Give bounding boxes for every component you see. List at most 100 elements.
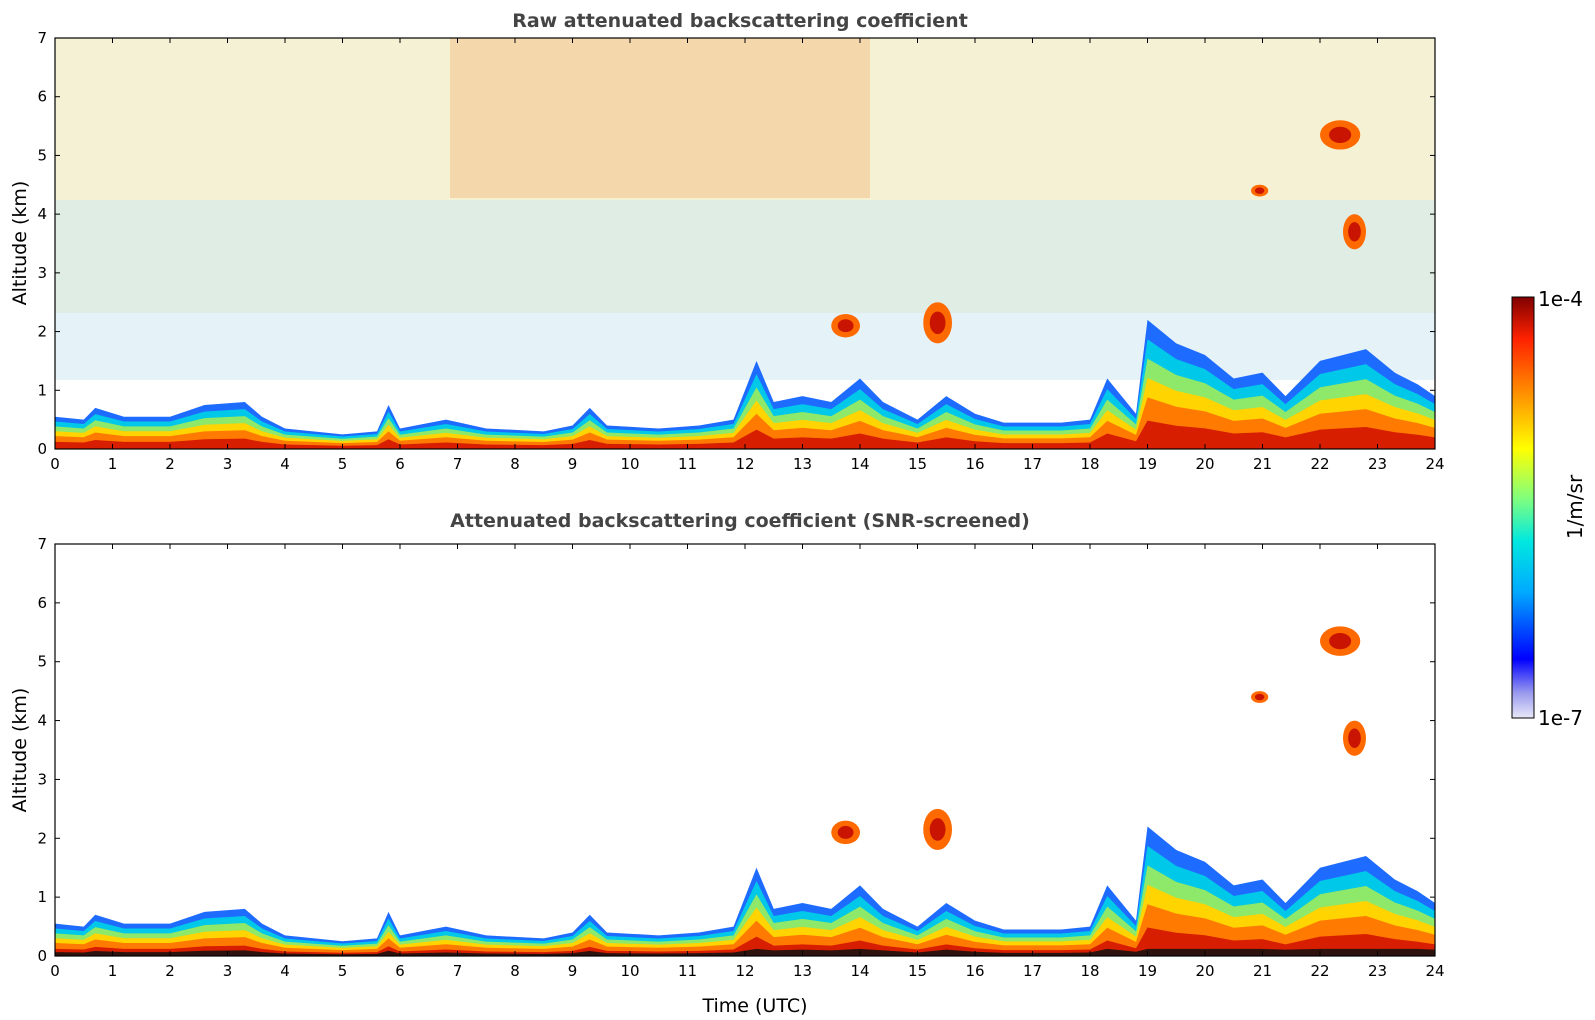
panel-screened-x-tick-label: 4 bbox=[280, 962, 290, 980]
panel-screened-cloud-core bbox=[1254, 693, 1265, 701]
panel-screened-x-tick-label: 3 bbox=[223, 962, 233, 980]
panel-screened-x-tick-label: 14 bbox=[850, 962, 869, 980]
panel-raw-plot: 0 1 2 3 4 5 6 7 8 9 10 11 12 13 14 15 16 17 18 19 20 21 22 23 24… bbox=[9, 29, 1445, 473]
panel-raw-y-tick-label: 5 bbox=[37, 146, 47, 164]
panel-screened-x-axis-label: Time (UTC) bbox=[701, 995, 807, 1017]
panel-raw-cloud-core bbox=[1348, 222, 1361, 242]
panel-raw-noise-field-warm bbox=[450, 38, 870, 198]
colorbar-gradient bbox=[1511, 296, 1535, 719]
panel-raw-title: Raw attenuated backscattering coefficien… bbox=[512, 10, 968, 32]
panel-raw-cloud-core bbox=[929, 311, 946, 335]
panel-raw-y-ticks: 0 1 2 3 4 5 6 7 bbox=[37, 29, 1435, 458]
panel-screened-x-tick-label: 2 bbox=[165, 962, 175, 980]
panel-raw-x-tick-label: 2 bbox=[165, 455, 175, 473]
panel-screened-x-tick-label: 12 bbox=[735, 962, 754, 980]
panel-screened-y-ticks: 0 1 2 3 4 5 6 7 bbox=[37, 535, 1435, 965]
panel-screened-x-tick-label: 6 bbox=[395, 962, 405, 980]
panel-raw-y-tick-label: 0 bbox=[37, 440, 47, 458]
panel-raw-x-tick-label: 16 bbox=[965, 455, 984, 473]
panel-screened-x-tick-label: 22 bbox=[1310, 962, 1329, 980]
panel-screened-x-tick-label: 18 bbox=[1080, 962, 1099, 980]
panel-raw: Raw attenuated backscattering coefficien… bbox=[9, 10, 1445, 473]
panel-screened-x-tick-label: 20 bbox=[1195, 962, 1214, 980]
panel-raw-x-tick-label: 24 bbox=[1425, 455, 1444, 473]
panel-raw-x-tick-label: 20 bbox=[1195, 455, 1214, 473]
panel-raw-y-tick-label: 4 bbox=[37, 205, 47, 223]
panel-screened-x-tick-label: 17 bbox=[1023, 962, 1042, 980]
panel-screened-y-tick-label: 3 bbox=[37, 770, 47, 788]
panel-screened-x-tick-label: 8 bbox=[510, 962, 520, 980]
panel-raw-cloud-core bbox=[837, 319, 854, 333]
panel-raw-x-tick-label: 15 bbox=[908, 455, 927, 473]
panel-screened-x-tick-label: 19 bbox=[1138, 962, 1157, 980]
panel-raw-y-axis-label: Altitude (km) bbox=[9, 181, 31, 306]
panel-screened-x-tick-label: 5 bbox=[338, 962, 348, 980]
panel-screened-y-tick-label: 0 bbox=[37, 947, 47, 965]
panel-raw-x-tick-label: 7 bbox=[453, 455, 463, 473]
panel-raw-cloud-features bbox=[831, 120, 1366, 344]
panel-screened-x-tick-label: 10 bbox=[620, 962, 639, 980]
panel-raw-x-tick-label: 5 bbox=[338, 455, 348, 473]
panel-screened-x-ticks: 0 1 2 3 4 5 6 7 8 9 10 11 12 13 14 15 16 17 18 19 20 21 22 23 24 bbox=[50, 544, 1445, 980]
panel-raw-x-tick-label: 14 bbox=[850, 455, 869, 473]
panel-screened-x-tick-label: 24 bbox=[1425, 962, 1444, 980]
panel-screened-x-tick-label: 11 bbox=[678, 962, 697, 980]
panel-screened-y-tick-label: 6 bbox=[37, 594, 47, 612]
panel-screened-y-tick-label: 2 bbox=[37, 829, 47, 847]
panel-screened-y-tick-label: 4 bbox=[37, 712, 47, 730]
panel-raw-x-tick-label: 18 bbox=[1080, 455, 1099, 473]
panel-raw-y-tick-label: 1 bbox=[37, 381, 47, 399]
panel-raw-x-tick-label: 19 bbox=[1138, 455, 1157, 473]
panel-raw-boundary-layer bbox=[55, 319, 1435, 449]
panel-screened-x-tick-label: 0 bbox=[50, 962, 60, 980]
colorbar-max-label: 1e-4 bbox=[1538, 287, 1583, 311]
panel-raw-x-tick-label: 0 bbox=[50, 455, 60, 473]
panel-screened-cloud-features bbox=[831, 626, 1366, 851]
panel-raw-x-tick-label: 4 bbox=[280, 455, 290, 473]
panel-screened-y-axis-label: Altitude (km) bbox=[9, 688, 31, 813]
panel-raw-y-tick-label: 6 bbox=[37, 88, 47, 106]
panel-raw-x-tick-label: 3 bbox=[223, 455, 233, 473]
panel-screened-cloud-core bbox=[837, 825, 854, 839]
panel-screened-y-tick-label: 1 bbox=[37, 888, 47, 906]
panel-raw-x-tick-label: 23 bbox=[1368, 455, 1387, 473]
panel-screened-y-tick-label: 5 bbox=[37, 653, 47, 671]
colorbar: 1e-4 1e-7 1/m/sr bbox=[1511, 287, 1587, 730]
panel-screened-x-tick-label: 23 bbox=[1368, 962, 1387, 980]
panel-raw-x-tick-label: 22 bbox=[1310, 455, 1329, 473]
panel-raw-y-tick-label: 7 bbox=[37, 29, 47, 47]
panel-screened-x-tick-label: 7 bbox=[453, 962, 463, 980]
panel-raw-x-ticks: 0 1 2 3 4 5 6 7 8 9 10 11 12 13 14 15 16 17 18 19 20 21 22 23 24 bbox=[50, 38, 1445, 473]
panel-raw-x-tick-label: 6 bbox=[395, 455, 405, 473]
panel-screened-x-tick-label: 15 bbox=[908, 962, 927, 980]
panel-raw-x-tick-label: 8 bbox=[510, 455, 520, 473]
panel-screened-cloud-core bbox=[1329, 633, 1352, 650]
panel-screened-x-tick-label: 1 bbox=[108, 962, 118, 980]
panel-raw-x-tick-label: 10 bbox=[620, 455, 639, 473]
panel-raw-bl-band bbox=[55, 420, 1435, 449]
panel-raw-noise-field-cool bbox=[55, 200, 1435, 380]
panel-raw-x-tick-label: 12 bbox=[735, 455, 754, 473]
panel-raw-y-tick-label: 3 bbox=[37, 264, 47, 282]
panel-raw-x-tick-label: 21 bbox=[1253, 455, 1272, 473]
panel-screened-title: Attenuated backscattering coefficient (S… bbox=[450, 510, 1030, 532]
panel-screened-x-tick-label: 13 bbox=[793, 962, 812, 980]
colorbar-unit-label: 1/m/sr bbox=[1563, 474, 1587, 539]
panel-raw-x-tick-label: 17 bbox=[1023, 455, 1042, 473]
panel-screened-y-tick-label: 7 bbox=[37, 535, 47, 553]
panel-raw-cloud-core bbox=[1254, 187, 1265, 194]
panel-raw-x-tick-label: 9 bbox=[568, 455, 578, 473]
panel-screened-cloud-core bbox=[929, 818, 946, 841]
panel-raw-y-tick-label: 2 bbox=[37, 323, 47, 341]
panel-screened-cloud-core bbox=[1348, 728, 1361, 748]
panel-screened: Attenuated backscattering coefficient (S… bbox=[9, 510, 1445, 1017]
colorbar-min-label: 1e-7 bbox=[1538, 706, 1583, 730]
panel-raw-x-tick-label: 1 bbox=[108, 455, 118, 473]
panel-raw-cloud-core bbox=[1329, 126, 1352, 143]
panel-screened-x-tick-label: 16 bbox=[965, 962, 984, 980]
panel-screened-x-tick-label: 21 bbox=[1253, 962, 1272, 980]
panel-raw-x-tick-label: 13 bbox=[793, 455, 812, 473]
panel-screened-x-tick-label: 9 bbox=[568, 962, 578, 980]
panel-screened-plot: 0 1 2 3 4 5 6 7 8 9 10 11 12 13 14 15 16 17 18 19 20 21 22 23 24… bbox=[9, 535, 1445, 1017]
